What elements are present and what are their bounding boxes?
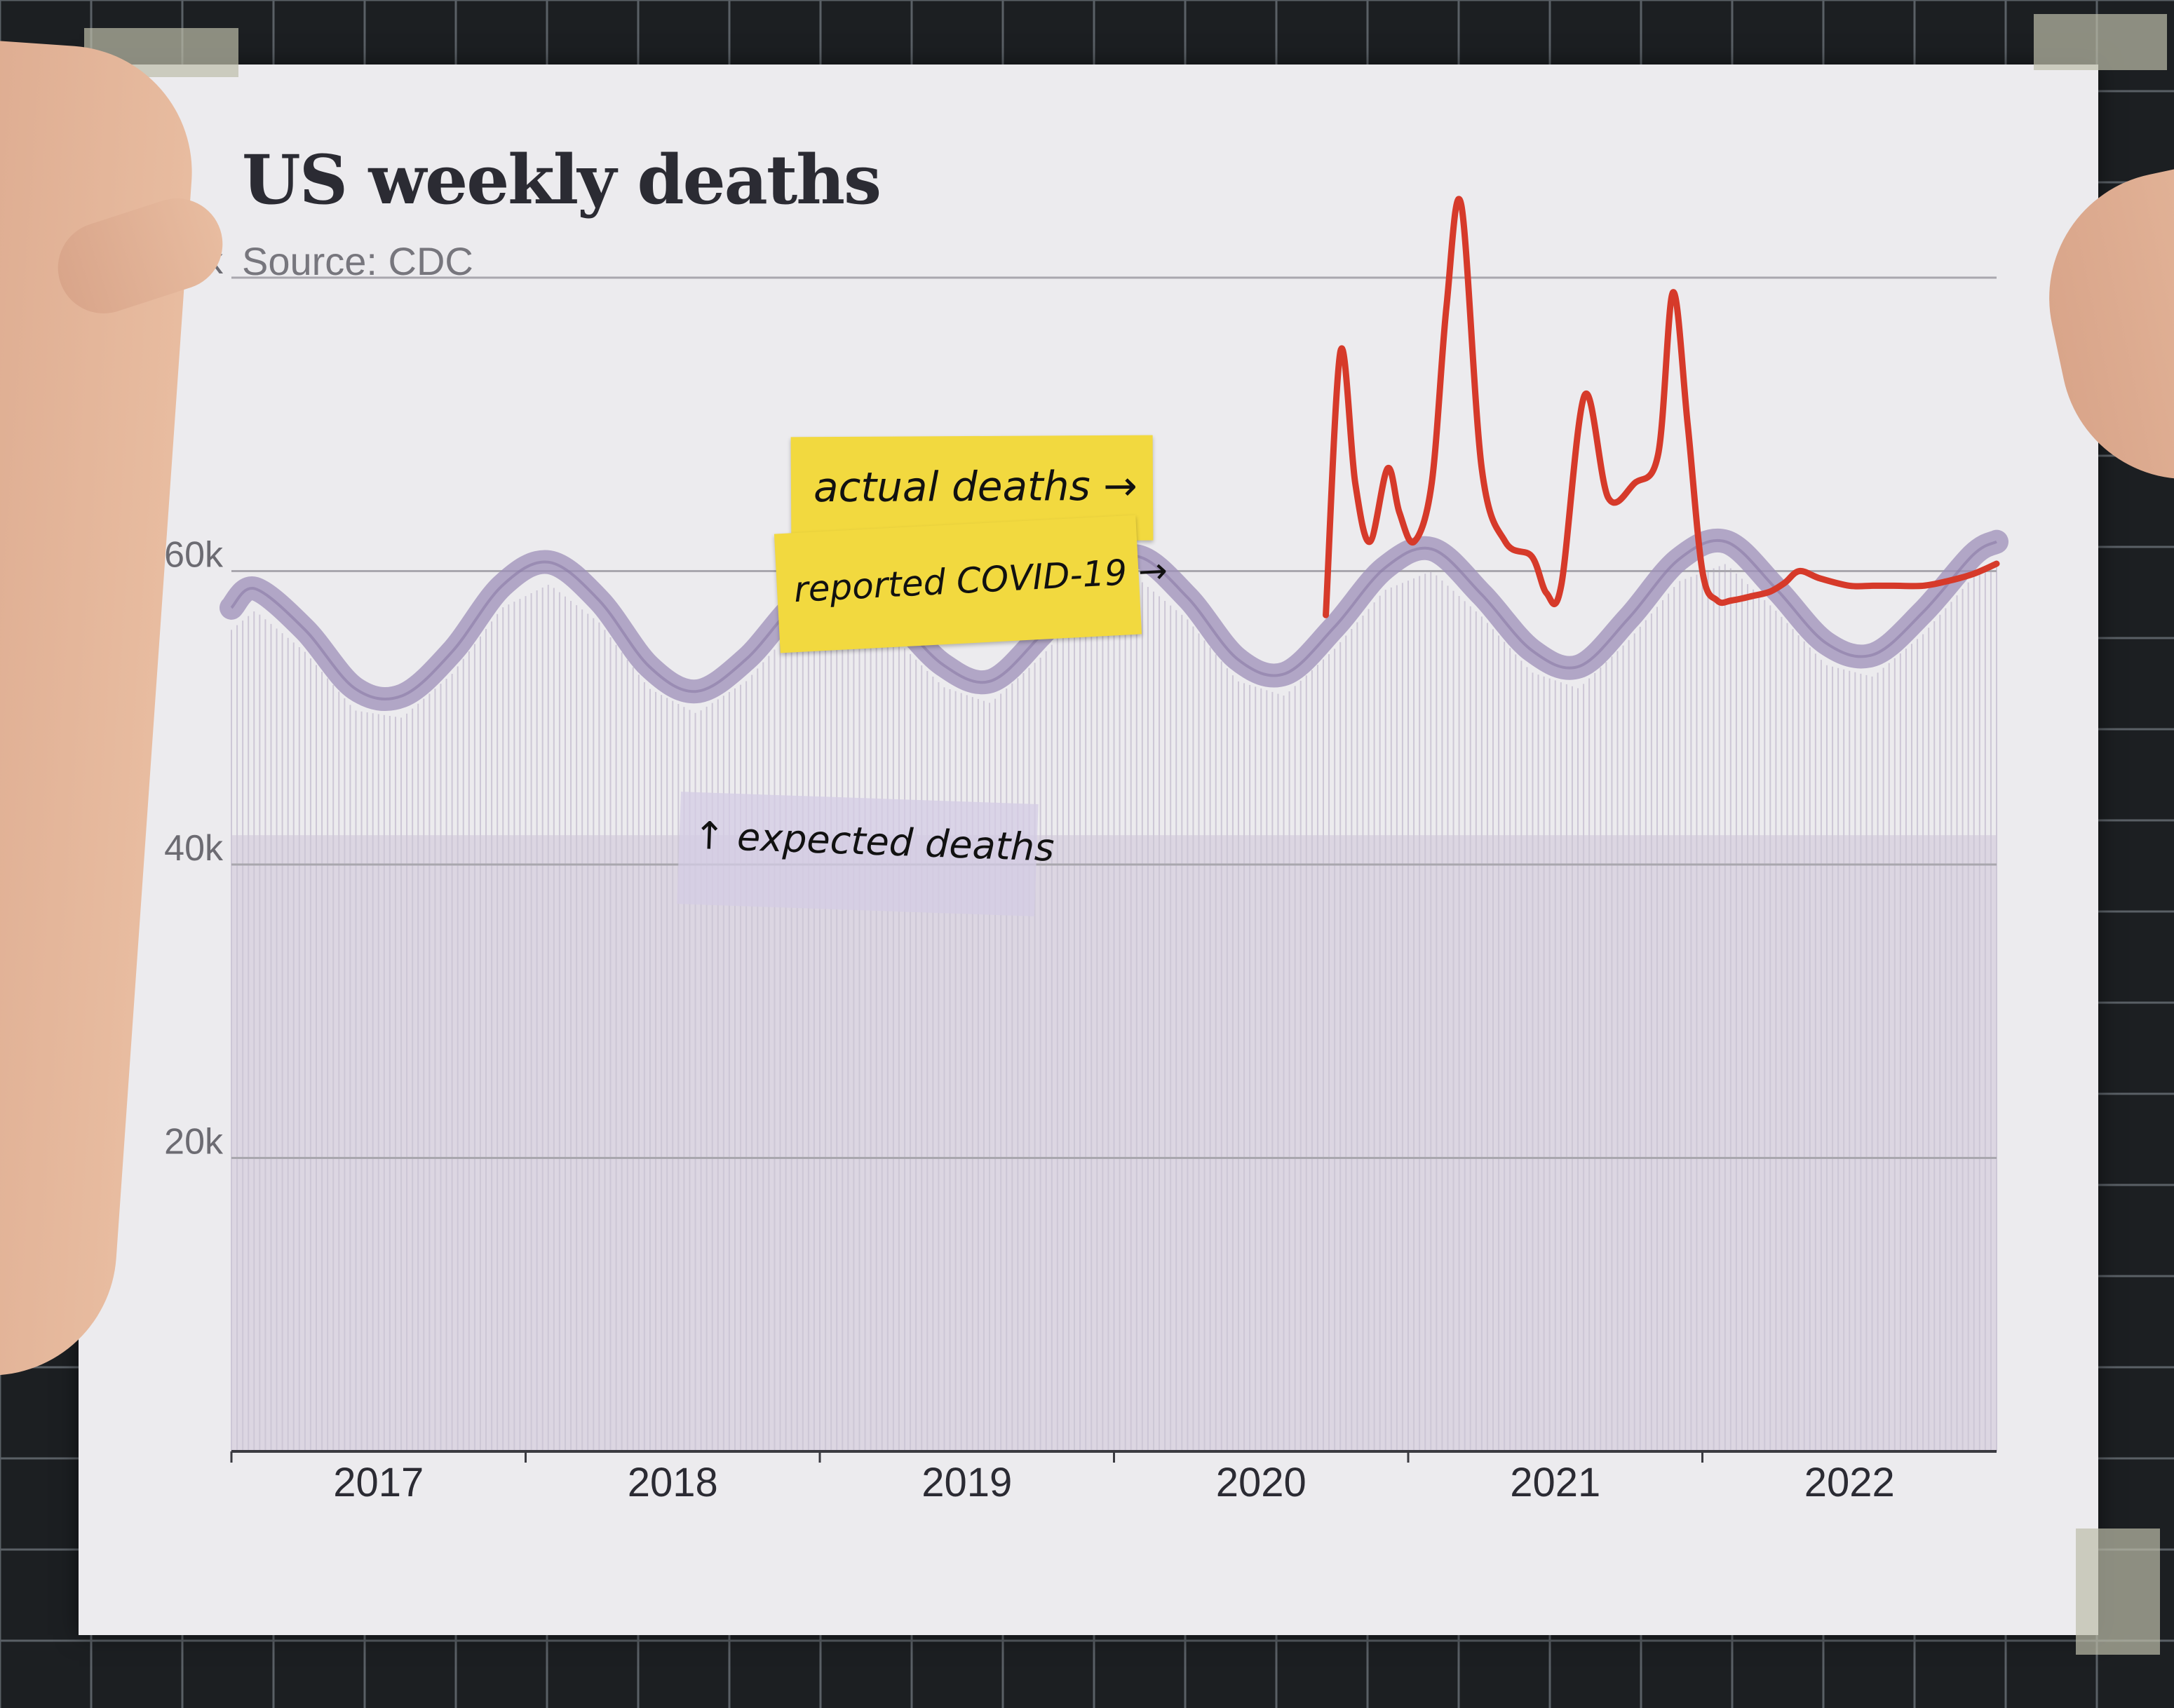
annotation-expected-deaths: ↑ expected deaths [677, 792, 1055, 916]
y-tick-label-60k: 60k [164, 535, 224, 576]
x-tick-label-2022: 2022 [1804, 1460, 1895, 1505]
x-tick-label-2017: 2017 [333, 1460, 424, 1505]
x-tick-label-2018: 2018 [628, 1460, 718, 1505]
x-tick-label-2019: 2019 [921, 1460, 1012, 1505]
x-tick-label-2020: 2020 [1216, 1460, 1307, 1505]
x-axis-ticks: 2017 2018 2019 2020 2021 2022 [230, 1450, 1997, 1505]
annotation-reported-covid: reported COVID-19 → [774, 515, 1168, 653]
y-tick-label-20k: 20k [164, 1122, 224, 1163]
x-tick-label-2021: 2021 [1510, 1460, 1600, 1505]
chart-title: US weekly deaths [242, 140, 882, 219]
tape-bottom-right [2076, 1529, 2160, 1655]
chart-subtitle: Source: CDC [242, 239, 473, 283]
tape-top-right [2034, 14, 2167, 70]
series-actual-deaths-line [1323, 196, 2000, 618]
y-tick-label-40k: 40k [164, 828, 224, 869]
